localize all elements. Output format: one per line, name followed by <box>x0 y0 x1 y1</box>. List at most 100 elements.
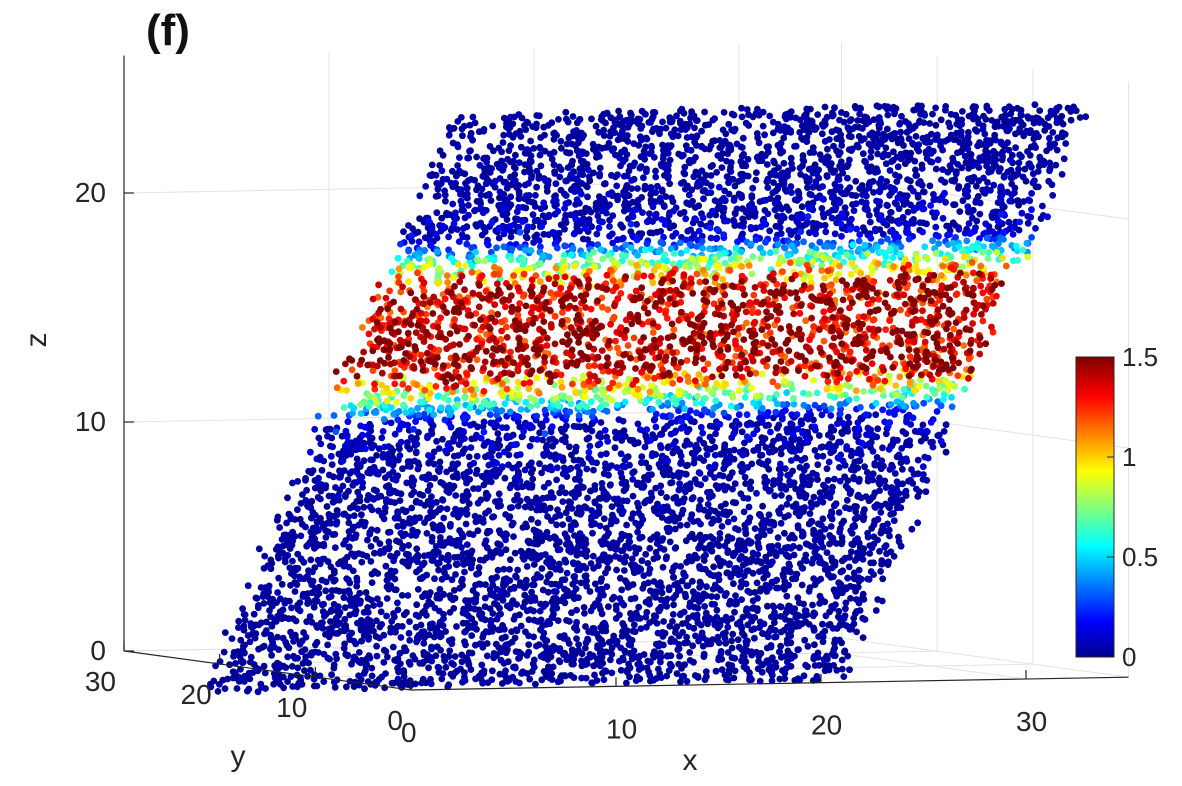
data-point <box>702 146 709 153</box>
data-point <box>839 430 846 437</box>
data-point <box>1036 107 1043 114</box>
data-point <box>928 131 935 138</box>
data-point <box>822 667 829 674</box>
data-point <box>635 604 642 611</box>
data-point <box>630 437 637 444</box>
data-point <box>341 588 348 595</box>
data-point <box>266 583 273 590</box>
data-point <box>433 595 440 602</box>
data-point <box>613 615 620 622</box>
data-point <box>490 592 497 599</box>
data-point <box>638 137 645 144</box>
data-point <box>755 658 762 665</box>
data-point <box>238 657 245 664</box>
data-point <box>848 133 855 140</box>
data-point <box>707 533 714 540</box>
data-point <box>814 111 821 118</box>
data-point <box>847 117 854 124</box>
data-point <box>646 601 653 608</box>
data-point <box>788 160 795 167</box>
data-point <box>512 152 519 159</box>
data-point <box>258 584 265 591</box>
data-point <box>802 607 809 614</box>
data-point <box>387 582 394 589</box>
data-point <box>600 551 607 558</box>
data-point <box>639 557 646 564</box>
data-point <box>829 558 836 565</box>
data-point <box>895 163 902 170</box>
data-point <box>484 653 491 660</box>
data-point <box>423 612 430 619</box>
data-point <box>690 494 697 501</box>
data-point <box>1062 131 1069 138</box>
data-point <box>413 612 420 619</box>
data-point <box>948 177 955 184</box>
data-point <box>529 476 536 483</box>
data-point <box>581 610 588 617</box>
data-point <box>466 454 473 461</box>
data-point <box>573 635 580 642</box>
data-point <box>938 116 945 123</box>
data-point <box>588 209 595 216</box>
data-point <box>594 677 601 684</box>
data-point <box>568 609 575 616</box>
data-point <box>740 135 747 142</box>
data-point <box>723 158 730 165</box>
data-point <box>246 670 253 677</box>
data-point <box>842 504 849 511</box>
data-point <box>288 604 295 611</box>
data-point <box>797 117 804 124</box>
data-point <box>1046 160 1053 167</box>
data-point <box>805 178 812 185</box>
data-point <box>407 458 414 465</box>
data-point <box>888 209 895 216</box>
data-point <box>1008 174 1015 181</box>
data-point <box>623 522 630 529</box>
data-point <box>292 565 299 572</box>
data-point <box>808 504 815 511</box>
data-point <box>678 106 685 113</box>
data-point <box>1025 115 1032 122</box>
data-point <box>822 526 829 533</box>
data-point <box>516 655 523 662</box>
data-point <box>947 124 954 131</box>
data-point <box>658 444 665 451</box>
data-point <box>386 545 393 552</box>
data-point <box>865 534 872 541</box>
data-point <box>442 198 449 205</box>
data-point <box>593 123 600 130</box>
data-point <box>331 665 338 672</box>
data-point <box>511 584 518 591</box>
data-point <box>569 505 576 512</box>
data-point <box>548 653 555 660</box>
data-point <box>730 499 737 506</box>
data-point <box>627 665 634 672</box>
data-point <box>722 508 729 515</box>
data-point <box>669 479 676 486</box>
data-point <box>531 664 538 671</box>
data-point <box>446 124 453 131</box>
data-point <box>686 158 693 165</box>
data-point <box>799 203 806 210</box>
data-point <box>777 603 784 610</box>
data-point <box>753 177 760 184</box>
data-point <box>639 123 646 130</box>
data-point <box>256 545 263 552</box>
data-point <box>725 661 732 668</box>
data-point <box>799 582 806 589</box>
data-point <box>712 582 719 589</box>
data-point <box>618 586 625 593</box>
data-point <box>383 613 390 620</box>
data-point <box>697 497 704 504</box>
data-point <box>461 569 468 576</box>
data-point <box>706 616 713 623</box>
data-point <box>885 558 892 565</box>
data-point <box>787 632 794 639</box>
data-point <box>437 147 444 154</box>
data-point <box>383 563 390 570</box>
data-point <box>755 543 762 550</box>
data-point <box>867 219 874 226</box>
data-point <box>326 472 333 479</box>
data-point <box>561 426 568 433</box>
data-point <box>405 542 412 549</box>
